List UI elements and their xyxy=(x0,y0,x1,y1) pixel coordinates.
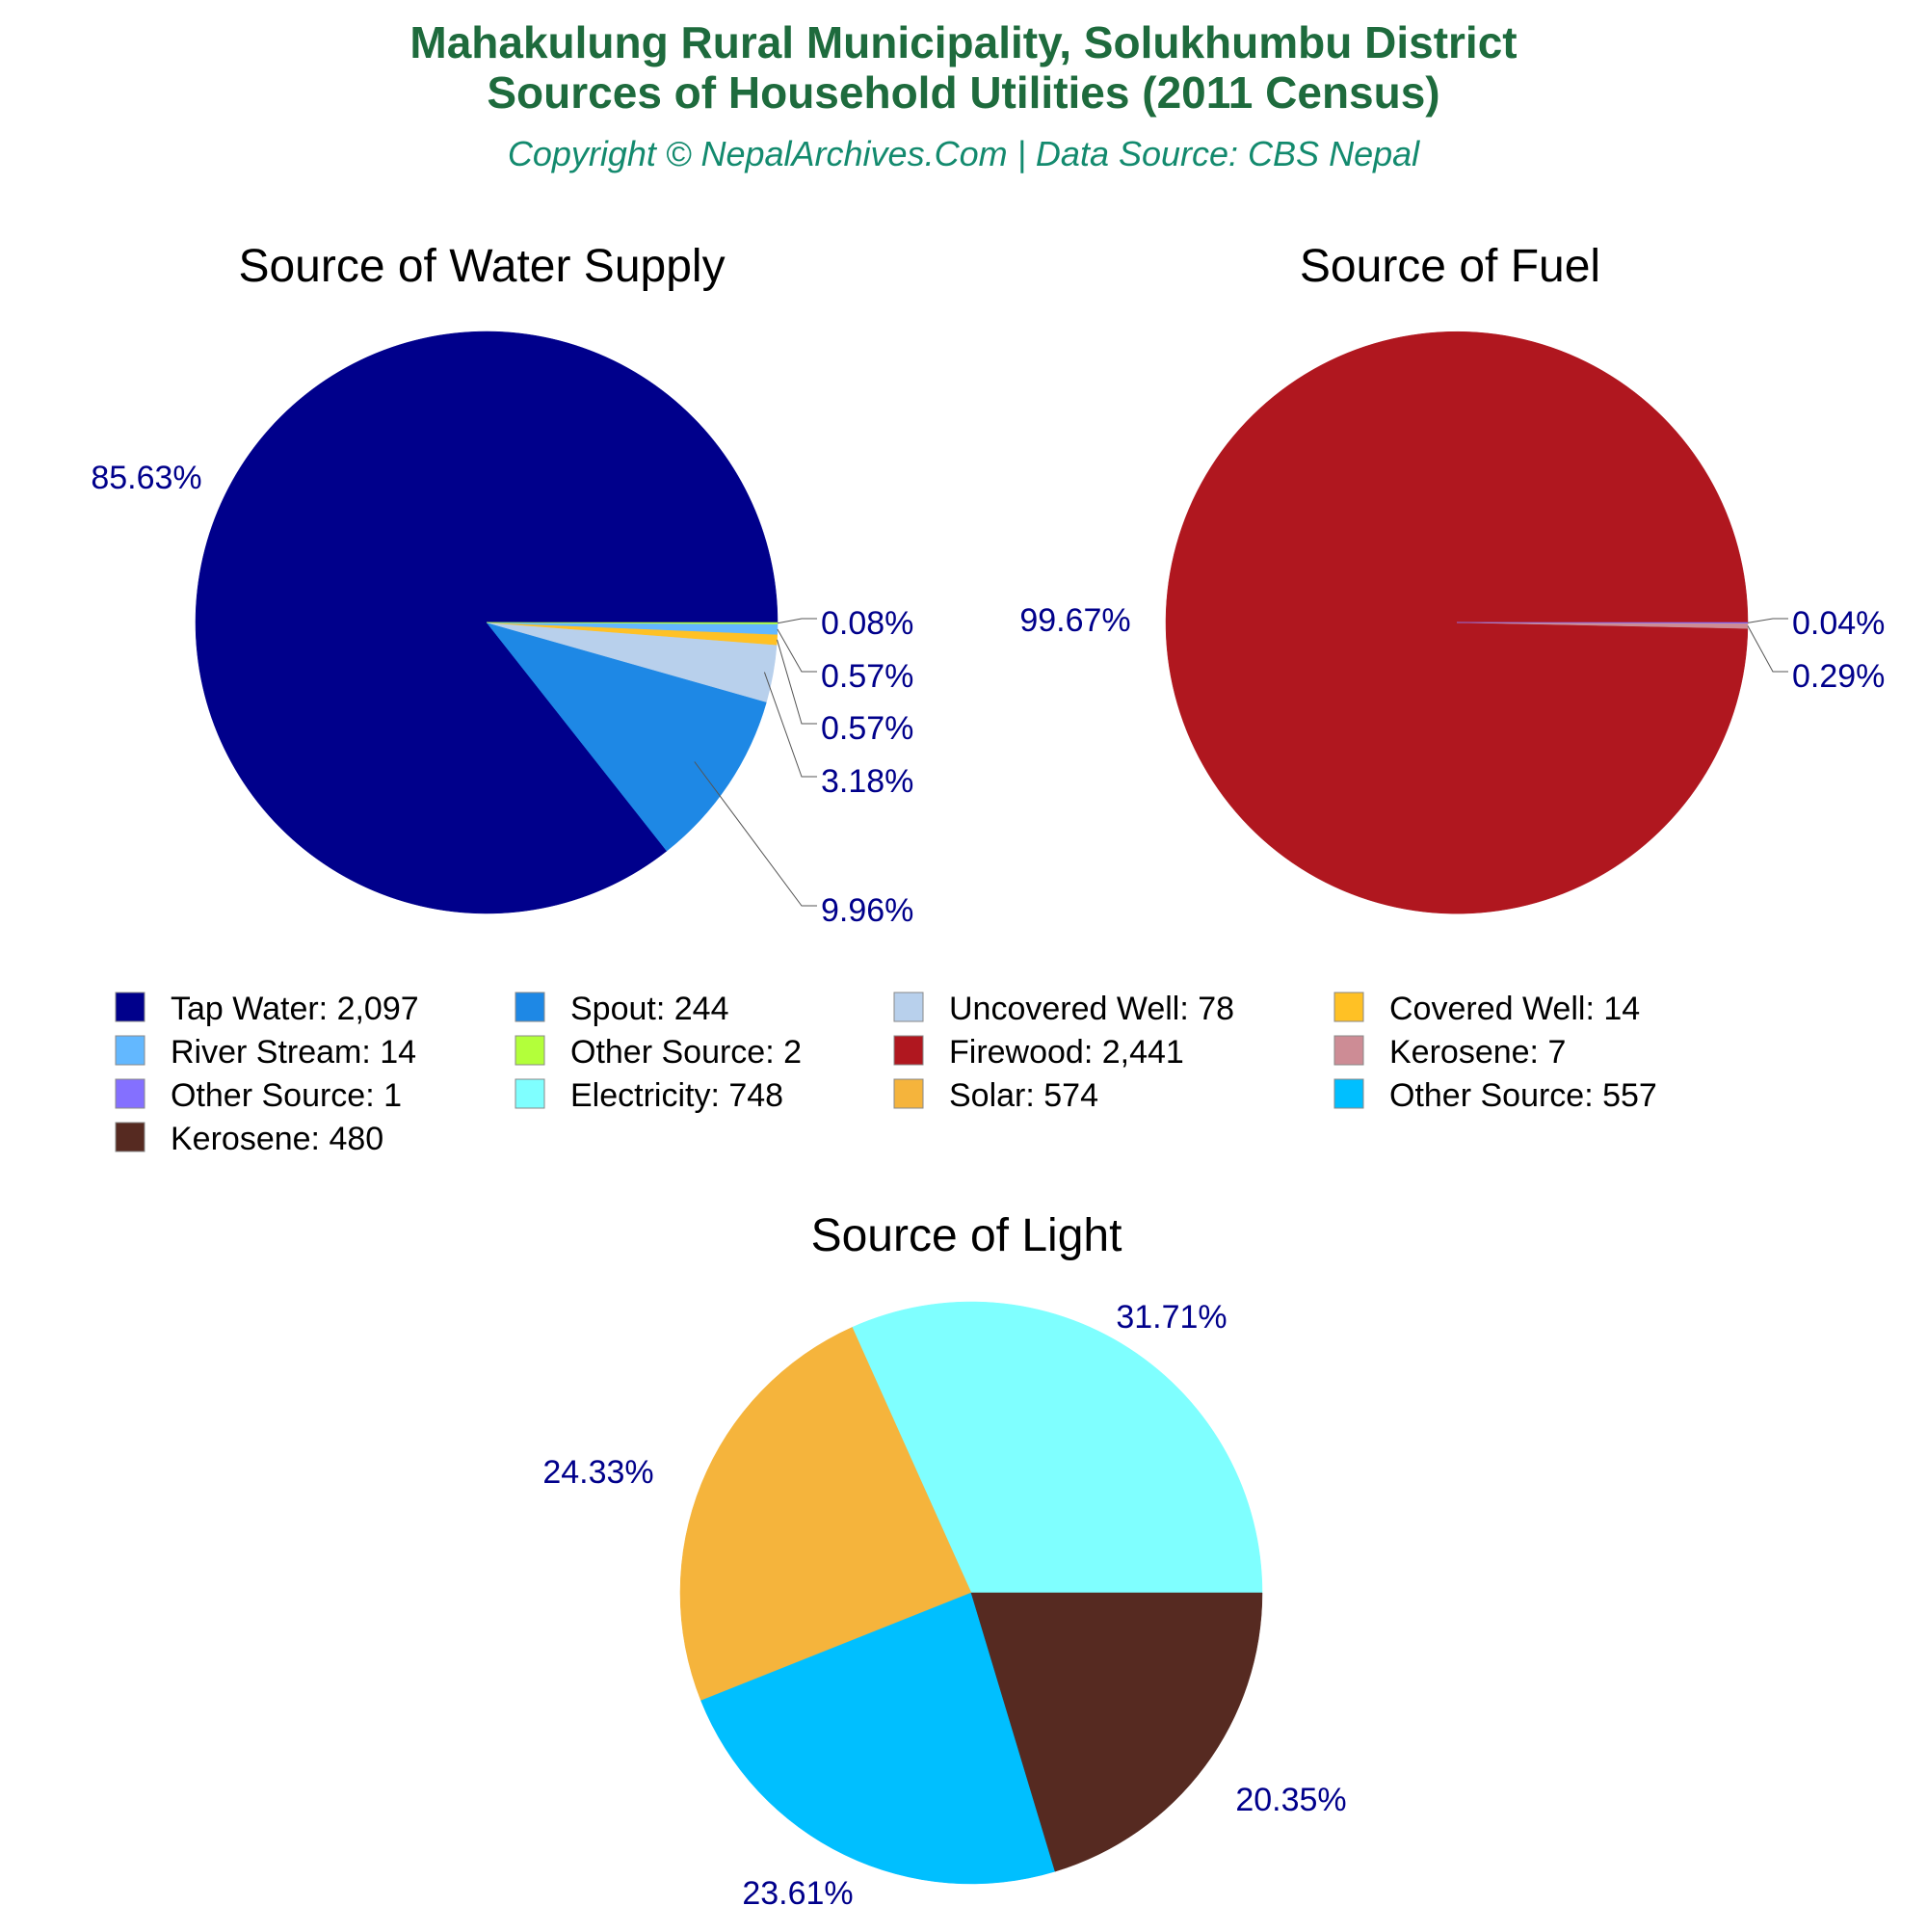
legend-item: Tap Water: 2,097 xyxy=(115,991,419,1027)
pie-title-fuel: Source of Fuel xyxy=(1300,241,1600,292)
legend-swatch xyxy=(115,992,145,1022)
pie-light-slice-2 xyxy=(700,1592,1056,1885)
pie-light-label-1: 24.33% xyxy=(542,1454,653,1491)
legend-item: Other Source: 557 xyxy=(1333,1077,1657,1114)
legend-item: Electricity: 748 xyxy=(515,1077,783,1114)
legend-item: Spout: 244 xyxy=(515,991,728,1027)
pie-fuel-label-1: 0.29% xyxy=(1792,658,1885,695)
pie-water-leader-3 xyxy=(777,639,817,725)
legend-label: Covered Well: 14 xyxy=(1389,991,1640,1027)
pie-water-label-2: 3.18% xyxy=(821,763,913,800)
pie-water-label-1: 9.96% xyxy=(821,892,913,929)
pie-water-leader-2 xyxy=(763,672,817,778)
legend-item: Covered Well: 14 xyxy=(1333,991,1640,1027)
pie-water-label-3: 0.57% xyxy=(821,710,913,747)
legend-label: Other Source: 2 xyxy=(570,1034,802,1071)
legend: Tap Water: 2,097 Spout: 244 Uncovered Well… xyxy=(115,991,1657,1157)
legend-label: Electricity: 748 xyxy=(570,1077,783,1114)
legend-label: Spout: 244 xyxy=(570,991,728,1027)
pie-fuel-label-0: 99.67% xyxy=(1019,602,1130,639)
pie-light-label-0: 31.71% xyxy=(1116,1299,1227,1336)
pie-water-slice-1 xyxy=(486,622,767,852)
pie-light-slice-3 xyxy=(970,1592,1263,1872)
legend-swatch xyxy=(893,1078,924,1109)
pie-water-leader-4 xyxy=(777,628,817,673)
legend-swatch xyxy=(893,1035,924,1066)
pie-fuel-leader-2 xyxy=(1747,618,1788,623)
legend-swatch xyxy=(1333,1035,1364,1066)
legend-swatch xyxy=(515,1035,545,1066)
pie-water-label-4: 0.57% xyxy=(821,658,913,695)
legend-swatch xyxy=(515,1078,545,1109)
legend-item: Uncovered Well: 78 xyxy=(893,991,1234,1027)
legend-item: Other Source: 2 xyxy=(515,1034,802,1071)
pie-light-slice-1 xyxy=(679,1327,972,1702)
pie-water-label-0: 85.63% xyxy=(91,460,201,496)
legend-label: Tap Water: 2,097 xyxy=(171,991,419,1027)
legend-label: Firewood: 2,441 xyxy=(949,1034,1184,1071)
chart-subtitle: Copyright © NepalArchives.Com | Data Sou… xyxy=(508,134,1420,173)
pie-water-label-5: 0.08% xyxy=(821,605,913,642)
pie-fuel-leader-1 xyxy=(1747,625,1788,673)
pie-light-slice-0 xyxy=(852,1301,1263,1594)
pie-fuel: 99.67% 0.29% 0.04% xyxy=(1019,331,1885,914)
pie-title-water: Source of Water Supply xyxy=(238,241,725,292)
pies-group: 85.63% 9.96% 3.18% 0.57% 0.57% 0.08% 99.67% 0.2… xyxy=(91,331,1885,1912)
pie-title-light: Source of Light xyxy=(811,1210,1122,1261)
pie-water-leader-1 xyxy=(694,761,817,907)
legend-swatch xyxy=(115,1035,145,1066)
legend-item: Kerosene: 480 xyxy=(115,1121,383,1157)
pie-light-label-3: 20.35% xyxy=(1235,1782,1346,1818)
legend-swatch xyxy=(115,1122,145,1152)
legend-swatch xyxy=(1333,992,1364,1022)
chart-title-line2: Sources of Household Utilities (2011 Cen… xyxy=(487,67,1439,118)
pie-water: 85.63% 9.96% 3.18% 0.57% 0.57% 0.08% xyxy=(91,331,913,929)
legend-swatch xyxy=(115,1078,145,1109)
legend-label: Other Source: 1 xyxy=(171,1077,402,1114)
legend-label: Other Source: 557 xyxy=(1389,1077,1657,1114)
legend-item: Kerosene: 7 xyxy=(1333,1034,1566,1071)
legend-label: Uncovered Well: 78 xyxy=(949,991,1234,1027)
legend-swatch xyxy=(893,992,924,1022)
pie-light: 31.71% 24.33% 23.61% 20.35% xyxy=(542,1299,1346,1912)
legend-item: Solar: 574 xyxy=(893,1077,1098,1114)
pie-water-leader-5 xyxy=(777,618,817,624)
pie-light-label-2: 23.61% xyxy=(742,1875,853,1912)
legend-swatch xyxy=(1333,1078,1364,1109)
chart-title-line1: Mahakulung Rural Municipality, Solukhumb… xyxy=(409,17,1517,67)
legend-label: River Stream: 14 xyxy=(171,1034,416,1071)
pie-fuel-label-2: 0.04% xyxy=(1792,605,1885,642)
legend-item: Other Source: 1 xyxy=(115,1077,402,1114)
legend-swatch xyxy=(515,992,545,1022)
legend-label: Solar: 574 xyxy=(949,1077,1098,1114)
legend-item: River Stream: 14 xyxy=(115,1034,416,1071)
legend-item: Firewood: 2,441 xyxy=(893,1034,1184,1071)
legend-label: Kerosene: 480 xyxy=(171,1121,383,1157)
legend-label: Kerosene: 7 xyxy=(1389,1034,1566,1071)
